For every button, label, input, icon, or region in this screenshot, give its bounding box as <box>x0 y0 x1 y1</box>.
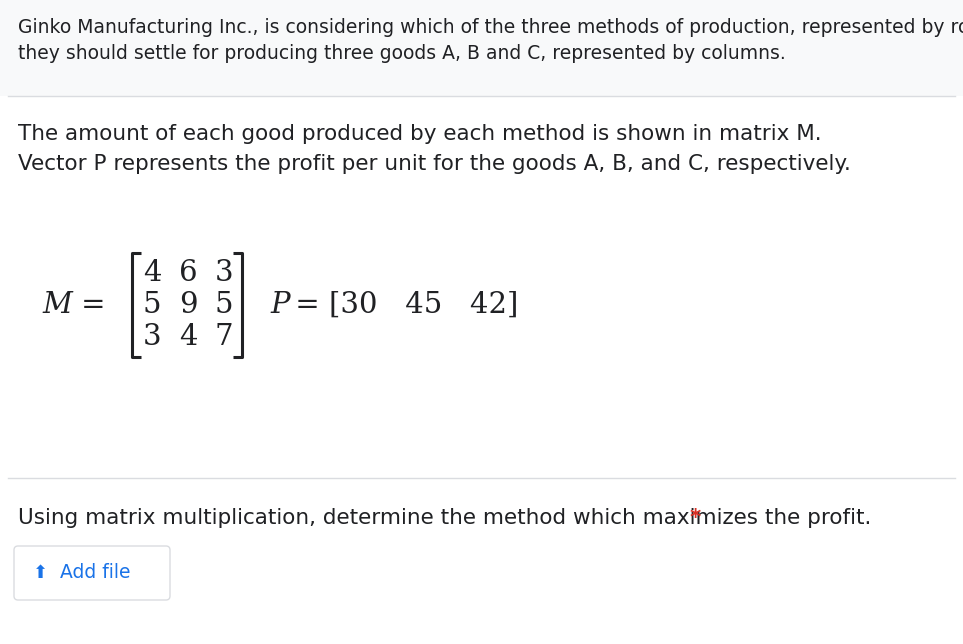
FancyBboxPatch shape <box>14 546 170 600</box>
Text: Add file: Add file <box>60 564 131 583</box>
Text: Using matrix multiplication, determine the method which maximizes the profit.: Using matrix multiplication, determine t… <box>18 508 872 528</box>
Text: M =: M = <box>42 291 106 319</box>
Text: 7: 7 <box>215 323 233 351</box>
Text: ⬆: ⬆ <box>33 564 47 582</box>
Text: 3: 3 <box>215 259 233 287</box>
Text: 6: 6 <box>179 259 197 287</box>
Text: 3: 3 <box>143 323 162 351</box>
Text: 9: 9 <box>179 291 197 319</box>
Text: 5: 5 <box>143 291 161 319</box>
Text: 4: 4 <box>143 259 161 287</box>
Text: 4: 4 <box>179 323 197 351</box>
Text: they should settle for producing three goods A, B and C, represented by columns.: they should settle for producing three g… <box>18 44 786 63</box>
Text: Ginko Manufacturing Inc., is considering which of the three methods of productio: Ginko Manufacturing Inc., is considering… <box>18 18 963 37</box>
Text: P: P <box>270 291 290 319</box>
Text: Vector P represents the profit per unit for the goods A, B, and C, respectively.: Vector P represents the profit per unit … <box>18 154 851 174</box>
Text: = [30   45   42]: = [30 45 42] <box>286 291 518 319</box>
Text: 5: 5 <box>215 291 233 319</box>
Text: The amount of each good produced by each method is shown in matrix M.: The amount of each good produced by each… <box>18 124 821 144</box>
FancyBboxPatch shape <box>0 0 963 96</box>
Text: *: * <box>690 508 701 528</box>
